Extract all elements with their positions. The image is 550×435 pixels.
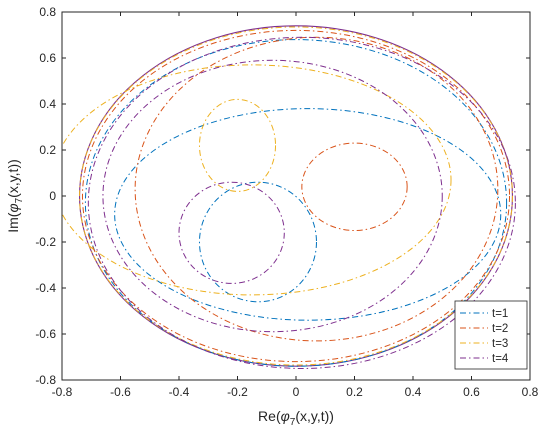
x-tick-label: -0.2 — [227, 385, 248, 399]
legend-label: t=2 — [492, 323, 508, 335]
y-tick-label: 0.8 — [39, 5, 56, 19]
series-3-loop-1 — [79, 26, 513, 366]
x-tick-label: -0.6 — [110, 385, 131, 399]
y-tick-label: 0.2 — [39, 143, 56, 157]
series-3-loop-3 — [198, 98, 277, 192]
series-2-loop-3 — [301, 142, 408, 232]
series-2-loop-1 — [81, 29, 511, 363]
x-tick-label: -0.4 — [169, 385, 190, 399]
x-tick-label: 0.4 — [405, 385, 422, 399]
x-axis: -0.8 -0.6 -0.4 -0.2 0 0.2 0.4 0.6 0.8 — [52, 12, 539, 399]
legend: t=1 t=2 t=3 t=4 — [454, 300, 528, 370]
curves-layer — [62, 25, 516, 369]
legend-label: t=1 — [492, 308, 508, 320]
y-tick-label: -0.2 — [35, 235, 56, 249]
y-axis-label: Im(φ7(x,y,t)) — [5, 159, 25, 233]
x-tick-label: 0.6 — [463, 385, 480, 399]
series-1-loop-2 — [114, 108, 502, 321]
y-tick-label: 0.6 — [39, 51, 56, 65]
x-tick-label: 0.2 — [346, 385, 363, 399]
legend-label: t=4 — [492, 353, 509, 365]
y-tick-label: -0.4 — [35, 281, 56, 295]
y-tick-label: -0.6 — [35, 327, 56, 341]
y-tick-label: 0 — [49, 189, 56, 203]
series-1-loop-3 — [198, 181, 317, 303]
series-4-loop-3 — [178, 181, 285, 284]
y-tick-label: 0.4 — [39, 97, 56, 111]
x-axis-label: Re(φ7(x,y,t)) — [258, 408, 334, 428]
series-4-loop-1 — [87, 36, 516, 369]
y-tick-label: -0.8 — [35, 373, 56, 387]
x-tick-label: 0 — [293, 385, 300, 399]
legend-box — [454, 300, 528, 370]
y-axis: -0.8 -0.6 -0.4 -0.2 0 0.2 0.4 0.6 0.8 — [35, 5, 530, 387]
x-tick-label: -0.8 — [52, 385, 73, 399]
series-1-loop-1 — [84, 39, 508, 367]
series-3-loop-2 — [62, 64, 452, 296]
series-2-loop-2 — [134, 36, 499, 342]
x-tick-label: 0.8 — [522, 385, 539, 399]
series-4-loop-2 — [102, 59, 443, 333]
legend-label: t=3 — [492, 338, 508, 350]
